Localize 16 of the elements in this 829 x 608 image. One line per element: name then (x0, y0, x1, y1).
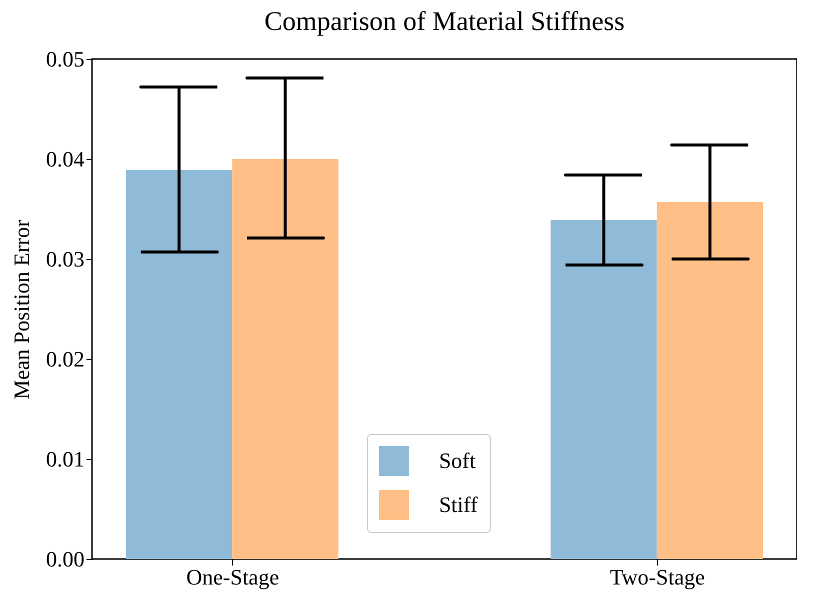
y-tick-label: 0.03 (46, 246, 84, 272)
y-tick-label: 0.00 (46, 546, 84, 572)
y-tick-label: 0.02 (46, 346, 84, 372)
bar (656, 202, 764, 559)
bar (126, 170, 232, 559)
y-axis-title: Mean Position Error (9, 219, 34, 400)
legend-label: Stiff (438, 492, 478, 517)
y-tick-label: 0.04 (46, 146, 84, 172)
bar (550, 220, 657, 559)
bar (232, 159, 338, 559)
chart-title: Comparison of Material Stiffness (264, 6, 625, 36)
x-tick-label: One-Stage (186, 564, 280, 590)
legend-label: Soft (438, 448, 476, 473)
x-tick-label: Two-Stage (610, 564, 705, 590)
y-tick-label: 0.05 (46, 46, 84, 72)
y-tick-label: 0.01 (46, 446, 84, 472)
